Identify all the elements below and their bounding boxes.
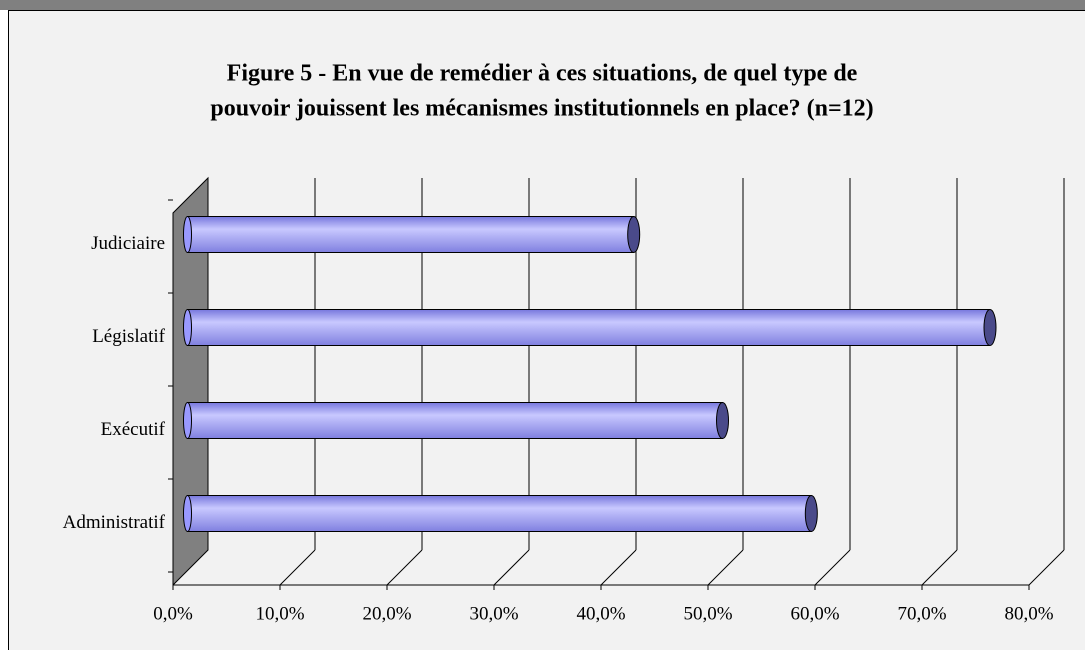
- x-tick-label: 10,0%: [255, 603, 304, 624]
- bar-end: [628, 217, 640, 253]
- chart-title: Figure 5 - En vue de remédier à ces situ…: [227, 61, 858, 87]
- x-tick-label: 60,0%: [790, 603, 839, 624]
- bar-start: [184, 217, 192, 253]
- bar: [188, 217, 634, 253]
- x-tick-label: 0,0%: [153, 603, 193, 624]
- y-tick-label: Législatif: [92, 326, 165, 347]
- bar: [188, 310, 991, 346]
- bar-end: [717, 403, 729, 439]
- bar-end: [805, 496, 817, 532]
- bar: [188, 496, 812, 532]
- bar: [188, 403, 723, 439]
- chart-subtitle: pouvoir jouissent les mécanismes institu…: [210, 96, 873, 122]
- x-tick-label: 20,0%: [362, 603, 411, 624]
- bar-start: [184, 496, 192, 532]
- x-tick-label: 80,0%: [1004, 603, 1053, 624]
- y-tick-label: Judiciaire: [91, 233, 165, 254]
- y-tick-label: Exécutif: [101, 419, 166, 440]
- bar-end: [984, 310, 996, 346]
- x-tick-label: 50,0%: [683, 603, 732, 624]
- bar-start: [184, 310, 192, 346]
- x-tick-label: 40,0%: [576, 603, 625, 624]
- x-tick-label: 30,0%: [469, 603, 518, 624]
- top-bar: [0, 0, 1085, 10]
- bar-start: [184, 403, 192, 439]
- y-tick-label: Administratif: [63, 512, 166, 533]
- x-tick-label: 70,0%: [897, 603, 946, 624]
